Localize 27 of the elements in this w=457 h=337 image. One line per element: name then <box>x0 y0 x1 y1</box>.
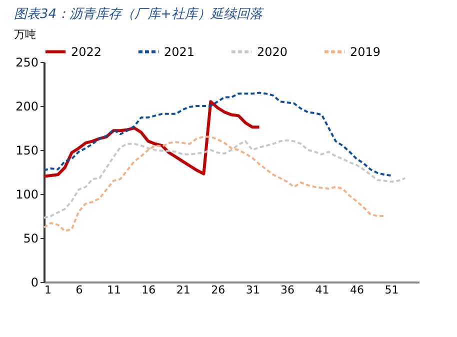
legend-label: 2021 <box>164 44 195 59</box>
x-tick-label: 16 <box>142 284 156 296</box>
legend-label: 2022 <box>71 44 102 59</box>
x-tick-label: 1 <box>44 284 52 296</box>
x-tick-label: 6 <box>76 284 83 296</box>
x-tick-label: 11 <box>106 284 121 296</box>
y-tick-label: 50 <box>23 232 38 246</box>
line-series <box>43 136 386 232</box>
x-tick-label: 41 <box>315 284 330 296</box>
x-tick-label: 21 <box>176 284 190 296</box>
x-tick-label: 31 <box>246 284 260 296</box>
y-axis-title: 万吨 <box>14 28 36 41</box>
line-series <box>42 100 261 178</box>
y-tick-label: 150 <box>16 144 38 158</box>
x-tick-label: 51 <box>384 284 399 296</box>
y-tick-label: 200 <box>16 100 38 114</box>
x-tick-label: 46 <box>350 284 364 296</box>
line-series <box>43 92 392 177</box>
x-tick-label: 26 <box>211 284 226 296</box>
chart-title: 图表34：沥青库存（厂库+社库）延续回落 <box>14 7 264 22</box>
line-series <box>43 139 406 219</box>
y-tick-label: 250 <box>16 56 38 70</box>
y-tick-label: 0 <box>30 276 38 290</box>
x-tick-label: 36 <box>280 284 295 296</box>
legend-label: 2020 <box>257 44 288 59</box>
legend-label: 2019 <box>350 44 381 59</box>
y-tick-label: 100 <box>16 188 38 202</box>
